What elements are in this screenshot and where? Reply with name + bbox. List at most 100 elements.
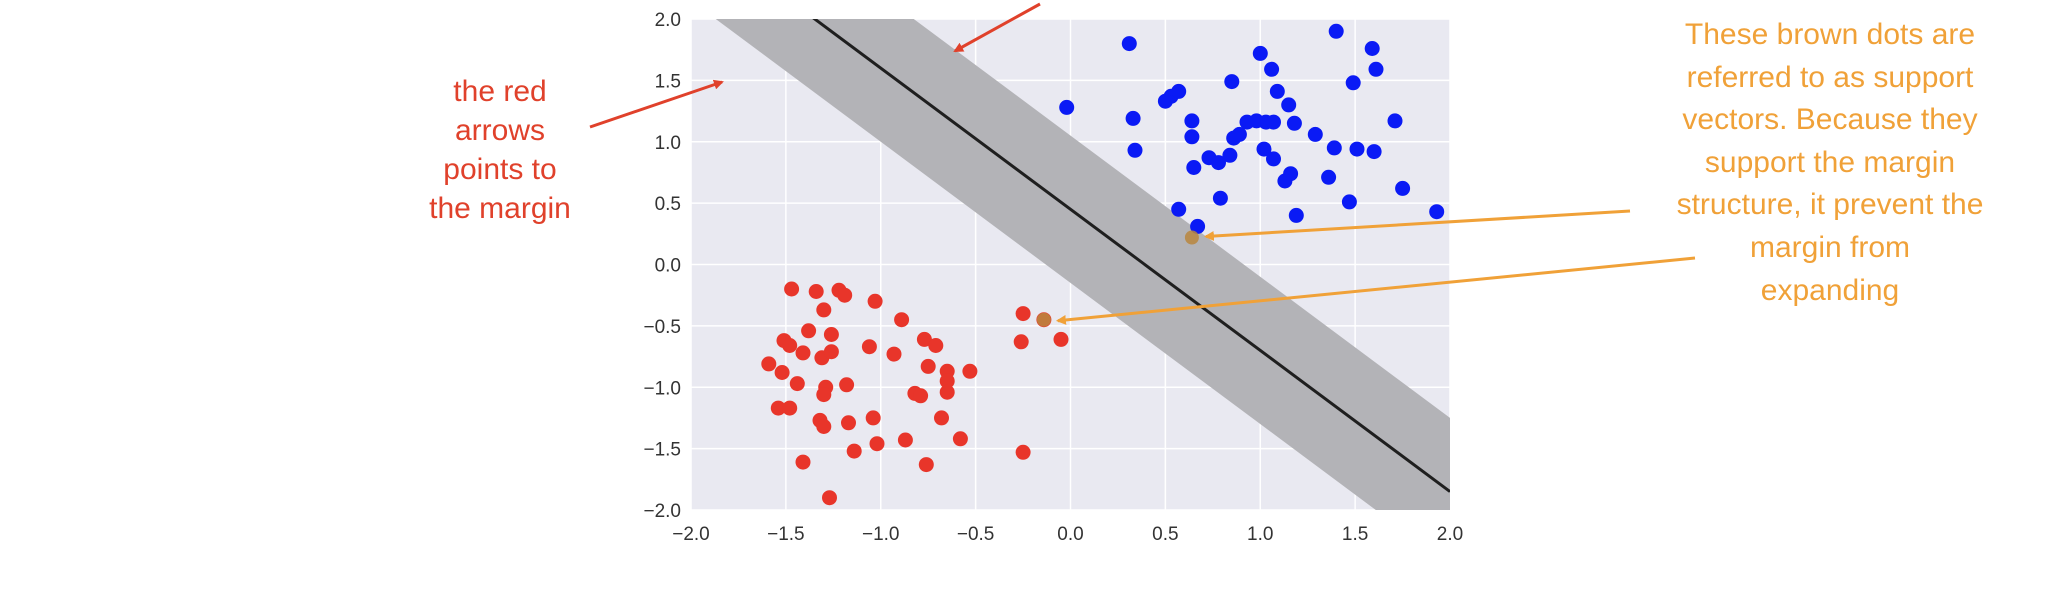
red-point <box>795 454 811 470</box>
red-point <box>939 384 955 400</box>
support-arrow-upper <box>1203 209 1631 242</box>
red-point <box>867 293 883 309</box>
red-point <box>761 356 777 372</box>
x-tick-label: 2.0 <box>1437 524 1463 545</box>
red-point <box>784 281 800 297</box>
red-point <box>816 302 832 318</box>
y-tick-label: 0.5 <box>655 194 681 215</box>
red-point <box>918 457 934 473</box>
red-point <box>839 377 855 393</box>
red-point <box>1015 444 1031 460</box>
red-point <box>861 339 877 355</box>
margin-annotation: the red arrows points to the margin <box>429 75 571 225</box>
blue-point <box>1171 83 1187 99</box>
y-tick-label: −0.5 <box>643 317 681 338</box>
blue-point <box>1286 115 1302 131</box>
red-point <box>774 365 790 380</box>
x-tick-label: −0.5 <box>957 524 995 545</box>
red-point <box>816 419 832 434</box>
red-point <box>913 388 929 404</box>
blue-point <box>1321 169 1337 185</box>
x-tick-label: −2.0 <box>672 524 710 545</box>
blue-point <box>1184 129 1200 145</box>
blue-point <box>1211 155 1226 171</box>
x-tick-label: −1.0 <box>862 524 900 545</box>
blue-point <box>1277 173 1293 189</box>
blue-point <box>1395 180 1411 196</box>
x-tick-label: 1.5 <box>1342 524 1368 545</box>
red-point <box>920 358 936 374</box>
red-point <box>865 410 881 426</box>
blue-point <box>1256 141 1272 157</box>
blue-point <box>1429 204 1445 220</box>
blue-point <box>1212 190 1228 206</box>
red-point <box>1053 331 1069 347</box>
margin-band <box>715 19 1450 510</box>
y-tick-label: −1.5 <box>643 440 681 461</box>
margin-arrow-top <box>953 2 1041 53</box>
blue-point <box>1222 147 1238 163</box>
y-tick-label: 1.0 <box>655 133 681 154</box>
blue-point <box>1281 97 1297 113</box>
decision-boundary-line <box>812 19 1450 493</box>
red-point <box>770 400 786 416</box>
support-arrow-lower <box>1055 256 1696 325</box>
red-point <box>928 338 944 353</box>
blue-point <box>1387 113 1403 129</box>
blue-point <box>1326 140 1342 156</box>
blue-point <box>1125 110 1141 126</box>
red-point <box>952 431 968 447</box>
red-point <box>816 387 832 403</box>
red-point <box>823 344 839 360</box>
blue-point <box>1190 218 1206 234</box>
red-point <box>962 363 978 379</box>
red-point <box>782 400 798 416</box>
blue-point <box>1186 160 1202 175</box>
margin-arrow-left <box>589 79 724 129</box>
red-point <box>841 415 856 431</box>
red-point <box>822 490 837 506</box>
blue-point <box>1184 113 1200 129</box>
red-point <box>795 345 811 361</box>
blue-point <box>1266 114 1281 130</box>
blue-point <box>1127 142 1143 158</box>
blue-point <box>1171 201 1187 217</box>
support-vector-annotation: These brown dots are referred to as supp… <box>1676 18 1984 307</box>
red-point <box>1015 306 1031 322</box>
red-point <box>846 443 862 459</box>
red-point <box>897 432 913 448</box>
x-tick-label: −1.5 <box>767 524 805 545</box>
red-point <box>886 346 902 362</box>
blue-point <box>1288 207 1304 223</box>
red-point <box>869 436 885 452</box>
blue-point <box>1269 83 1285 99</box>
blue-point <box>1264 61 1280 77</box>
support-vector-point <box>1184 230 1199 245</box>
blue-point <box>1307 126 1323 142</box>
red-point <box>1013 334 1029 350</box>
blue-point <box>1366 144 1382 160</box>
blue-point <box>1059 99 1075 115</box>
blue-point <box>1231 126 1247 142</box>
blue-point <box>1224 74 1240 90</box>
red-point <box>789 376 805 392</box>
red-point <box>782 338 798 353</box>
blue-point <box>1368 61 1384 77</box>
x-tick-label: 0.5 <box>1152 524 1178 545</box>
blue-point <box>1364 41 1380 56</box>
y-tick-label: −1.0 <box>643 378 681 399</box>
red-point <box>801 323 817 339</box>
red-point <box>916 331 932 347</box>
red-point <box>934 410 949 426</box>
red-point <box>894 312 910 328</box>
blue-point <box>1341 194 1357 210</box>
red-point <box>823 327 839 342</box>
support-vector-point <box>1036 312 1051 327</box>
red-point <box>939 373 955 389</box>
blue-point <box>1349 141 1365 157</box>
x-tick-label: 1.0 <box>1247 524 1273 545</box>
red-point <box>808 284 824 299</box>
blue-point <box>1345 75 1361 91</box>
y-tick-label: 1.5 <box>655 71 681 92</box>
x-tick-label: 0.0 <box>1057 524 1083 545</box>
